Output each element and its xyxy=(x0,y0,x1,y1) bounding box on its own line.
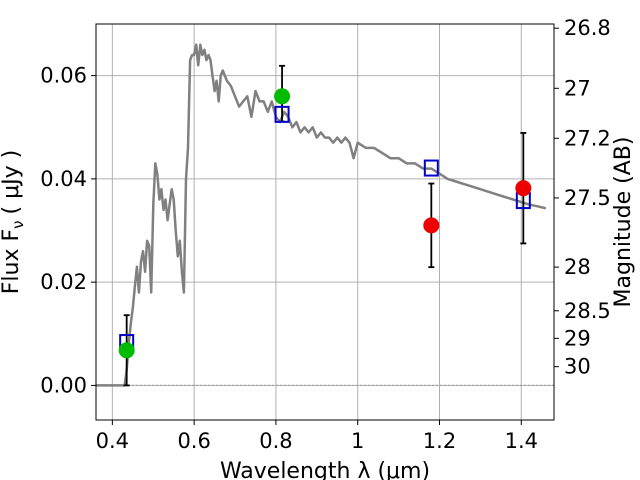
magnitude-axis-ticks: 26.8 27 27.2 27.5 28 28.5 29 30 xyxy=(554,16,611,379)
x-tick-label: 1 xyxy=(351,429,364,453)
x-tick-label: 1.2 xyxy=(423,429,456,453)
model-photometry-square xyxy=(423,159,439,177)
y-axis-label-unit: ( μJy ) xyxy=(0,150,24,215)
x-tick-label: 1.4 xyxy=(505,429,538,453)
plot-area xyxy=(96,43,547,387)
model-photometry-square xyxy=(274,105,290,123)
red-data-point xyxy=(423,217,440,234)
y-axis-label: Flux Fν ( μJy ) xyxy=(0,150,27,294)
magnitude-tick-label: 30 xyxy=(564,355,591,379)
magnitude-axis-label-text: Magnitude (AB) xyxy=(611,137,636,308)
axes-frame xyxy=(95,23,555,421)
green-data-point xyxy=(274,88,291,105)
red-data-point xyxy=(515,180,532,197)
y-tick-label: 0.02 xyxy=(40,270,87,294)
x-tick-label: 0.8 xyxy=(259,429,292,453)
model-sed-line xyxy=(96,43,547,387)
magnitude-tick-label: 28.5 xyxy=(564,299,611,323)
magnitude-tick-label: 26.8 xyxy=(564,16,611,40)
magnitude-tick-label: 27.2 xyxy=(564,126,611,150)
y-axis-ticks: 0.00 0.02 0.04 0.06 xyxy=(40,64,96,397)
magnitude-tick-label: 27 xyxy=(564,76,591,100)
x-axis-ticks: 0.4 0.6 0.8 1 1.2 1.4 xyxy=(96,420,538,453)
magnitude-axis-label: Magnitude (AB) xyxy=(611,137,636,308)
y-tick-label: 0.04 xyxy=(40,167,87,191)
y-tick-label: 0.06 xyxy=(40,64,87,88)
y-tick-label: 0.00 xyxy=(40,373,87,397)
y-axis-label-main: Flux F xyxy=(0,229,24,294)
green-data-point xyxy=(118,342,135,359)
grid xyxy=(96,24,554,420)
x-axis-label-text: Wavelength λ (μm) xyxy=(220,459,430,480)
x-tick-label: 0.4 xyxy=(96,429,129,453)
x-axis-label: Wavelength λ (μm) xyxy=(220,459,430,480)
magnitude-tick-label: 27.5 xyxy=(564,186,611,210)
magnitude-tick-label: 29 xyxy=(564,326,591,350)
y-axis-label-subscript: ν xyxy=(9,220,27,228)
x-tick-label: 0.6 xyxy=(177,429,210,453)
magnitude-tick-label: 28 xyxy=(564,255,591,279)
